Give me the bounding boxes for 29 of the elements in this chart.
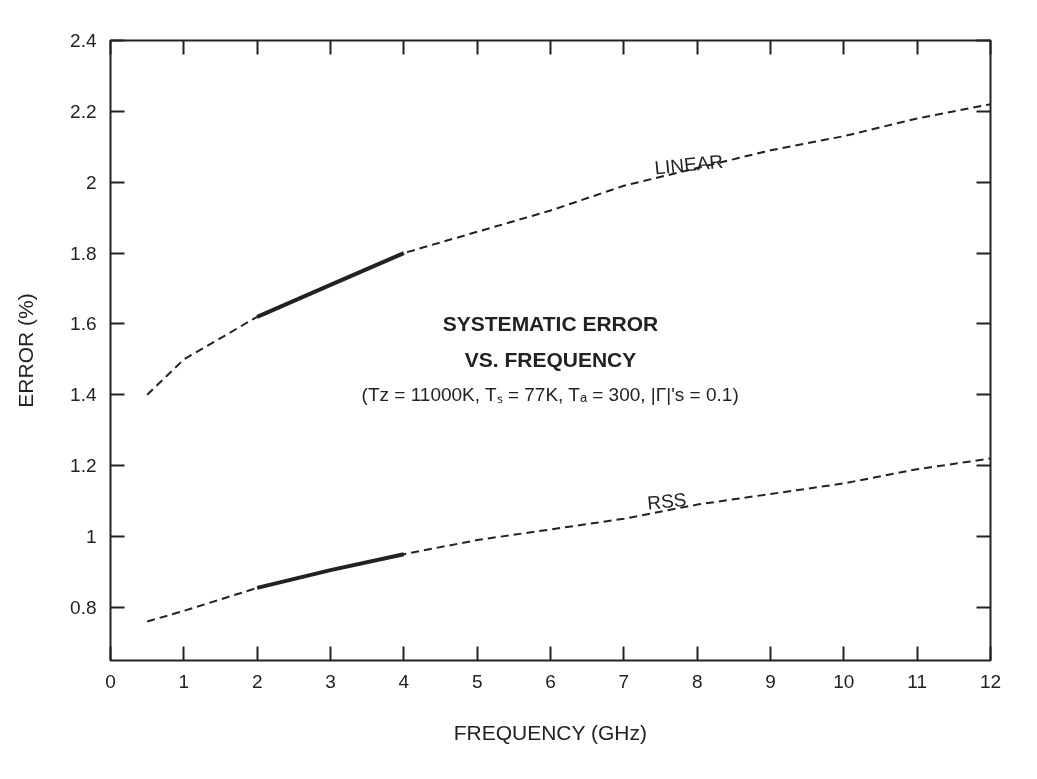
x-tick-label: 7 — [618, 670, 630, 692]
x-tick-label: 5 — [471, 670, 483, 692]
y-tick-label: 1.8 — [70, 242, 97, 264]
y-tick-label: 2.4 — [70, 30, 97, 51]
x-tick-label: 1 — [178, 670, 190, 692]
x-tick-label: 4 — [398, 670, 410, 692]
x-tick-label: 11 — [907, 670, 928, 692]
x-tick-label: 12 — [979, 670, 1002, 692]
x-tick-label: 0 — [105, 670, 116, 692]
x-tick-label: 9 — [765, 670, 776, 692]
x-axis-title: FREQUENCY (GHz) — [453, 720, 647, 744]
y-tick-label: 2.2 — [70, 100, 97, 122]
x-tick-label: 10 — [833, 670, 855, 692]
y-tick-label: 1.2 — [70, 455, 97, 477]
x-tick-label: 2 — [251, 670, 263, 692]
annotation: (Tz = 11000K, Tₛ = 77K, Tₐ = 300, |Γ|'s = 0.1) — [361, 384, 739, 406]
y-tick-label: 2 — [85, 171, 97, 193]
annotation: RSS — [646, 488, 688, 514]
x-tick-label: 8 — [691, 670, 703, 692]
y-axis-title: ERROR (%) — [14, 293, 38, 408]
annotation: SYSTEMATIC ERROR — [442, 312, 659, 336]
y-tick-label: 1.4 — [70, 384, 97, 406]
x-tick-label: 3 — [325, 670, 336, 692]
annotation: LINEAR — [653, 150, 724, 179]
y-tick-label: 1.6 — [70, 313, 97, 335]
x-tick-label: 6 — [545, 670, 556, 692]
y-tick-label: 0.8 — [70, 596, 97, 618]
annotation: VS. FREQUENCY — [464, 347, 637, 371]
y-tick-label: 1 — [85, 526, 97, 547]
